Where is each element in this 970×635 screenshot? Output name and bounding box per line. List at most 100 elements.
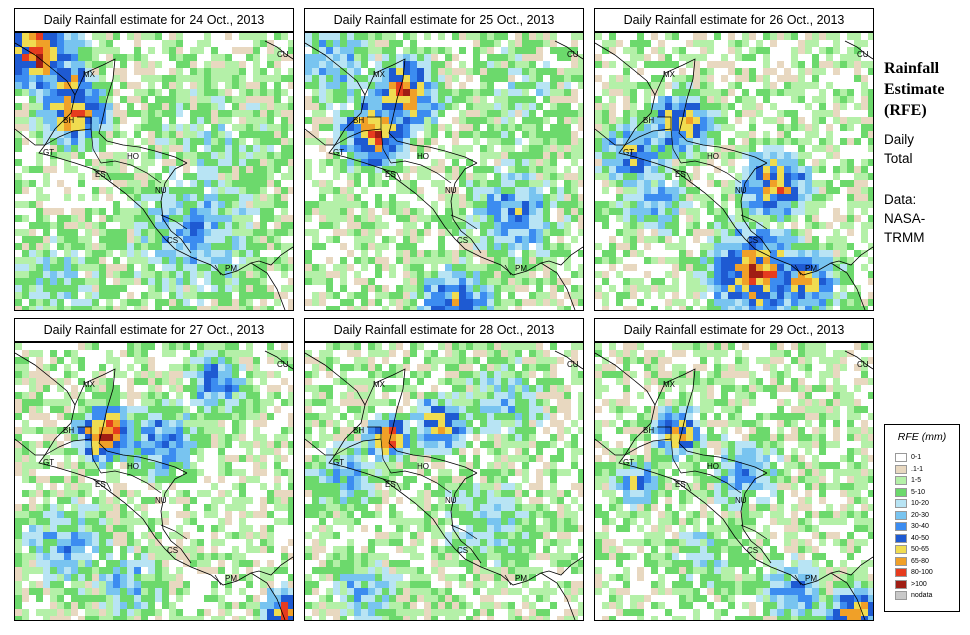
legend-swatch: [895, 522, 907, 531]
legend-swatch: [895, 510, 907, 520]
coastline: [595, 352, 866, 620]
country-border: [450, 524, 478, 540]
country-label-pm: PM: [805, 574, 817, 583]
rainfall-map: CU MX BH GT HO ES NU CS PM: [14, 342, 294, 621]
country-label-bh: BH: [63, 116, 74, 125]
country-border: [380, 438, 392, 474]
country-label-bh: BH: [643, 426, 654, 435]
coastline: [554, 350, 583, 370]
rainfall-cells: [305, 343, 583, 620]
rfe-legend: RFE (mm) 0-1 .1-1 1-5 5-10 10-20 20-30 30-40 40…: [884, 424, 960, 612]
panel-title-prefix: Daily Rainfall estimate for: [43, 13, 186, 27]
country-label-cu: CU: [277, 50, 289, 59]
period-line-2: Total: [884, 151, 913, 166]
coastline: [654, 58, 768, 164]
rainfall-panel: Daily Rainfall estimate for 29 Oct., 2013…: [594, 318, 874, 621]
panel-title-prefix: Daily Rainfall estimate for: [623, 323, 766, 337]
country-label-mx: MX: [373, 380, 386, 389]
source-line-1: Data:: [884, 192, 917, 207]
country-border: [794, 264, 802, 276]
legend-item: 30-40: [895, 522, 929, 531]
rainfall-map: CU MX BH GT HO ES NU CS PM: [304, 32, 584, 311]
country-border: [214, 264, 222, 276]
legend-item: 20-30: [895, 510, 929, 520]
rainfall-map: CU MX BH GT HO ES NU CS PM: [304, 342, 584, 621]
legend-label: 80-100: [911, 569, 933, 576]
rainfall-map: CU MX BH GT HO ES NU CS PM: [14, 32, 294, 311]
title-line-3: (RFE): [884, 102, 927, 119]
country-border: [624, 426, 672, 456]
country-label-mx: MX: [663, 70, 676, 79]
legend-label: .1-1: [911, 465, 924, 473]
country-border: [380, 128, 392, 164]
rainfall-cells: [15, 33, 293, 310]
country-label-cu: CU: [857, 50, 869, 59]
country-label-pm: PM: [515, 574, 527, 583]
country-label-gt: GT: [43, 148, 54, 157]
panel-title: Daily Rainfall estimate for 27 Oct., 2013: [14, 318, 294, 342]
coastline: [74, 368, 188, 474]
country-border: [670, 438, 682, 474]
country-label-es: ES: [675, 170, 686, 179]
country-label-nu: NU: [155, 496, 167, 505]
coastline: [595, 42, 866, 310]
panel-title-prefix: Daily Rainfall estimate for: [623, 13, 766, 27]
country-label-cu: CU: [567, 360, 579, 369]
legend-swatch: [895, 556, 907, 566]
period-line-1: Daily: [884, 132, 915, 147]
country-border: [214, 574, 222, 586]
coastline: [264, 40, 293, 60]
rainfall-panel: Daily Rainfall estimate for 26 Oct., 2013…: [594, 8, 874, 311]
country-label-pm: PM: [515, 264, 527, 273]
country-label-cs: CS: [457, 236, 468, 245]
panel-date: 24 Oct., 2013: [189, 13, 265, 27]
legend-item: 0-1: [895, 453, 921, 462]
country-label-nu: NU: [735, 496, 747, 505]
country-border: [100, 470, 162, 494]
legend-label: 30-40: [911, 523, 929, 530]
country-label-mx: MX: [663, 380, 676, 389]
country-border: [504, 574, 512, 586]
country-label-cs: CS: [747, 236, 758, 245]
panel-title: Daily Rainfall estimate for 28 Oct., 2013: [304, 318, 584, 342]
country-border: [794, 574, 802, 586]
title-line-1: Rainfall: [884, 60, 940, 77]
rfe-title: Rainfall Estimate (RFE): [884, 58, 970, 121]
coastline: [595, 128, 625, 146]
country-label-es: ES: [675, 480, 686, 489]
coastline: [740, 162, 772, 254]
country-label-mx: MX: [83, 380, 96, 389]
rainfall-panel: Daily Rainfall estimate for 28 Oct., 2013…: [304, 318, 584, 621]
country-label-pm: PM: [805, 264, 817, 273]
country-label-ho: HO: [127, 462, 139, 471]
country-border: [90, 128, 102, 164]
country-label-cu: CU: [857, 360, 869, 369]
legend-item: 10-20: [895, 499, 929, 508]
country-label-gt: GT: [623, 458, 634, 467]
country-border: [680, 160, 742, 184]
panel-title: Daily Rainfall estimate for 26 Oct., 2013: [594, 8, 874, 32]
country-border: [44, 426, 92, 456]
rainfall-panel: Daily Rainfall estimate for 27 Oct., 2013…: [14, 318, 294, 621]
legend-swatch: [895, 453, 907, 462]
legend-item: 1-5: [895, 476, 921, 485]
country-label-bh: BH: [353, 116, 364, 125]
country-label-pm: PM: [225, 574, 237, 583]
rainfall-grid: CU MX BH GT HO ES NU CS PM: [595, 343, 873, 620]
rainfall-cells: [595, 33, 873, 310]
coastline: [15, 128, 45, 146]
coastline: [654, 368, 768, 474]
coastline: [15, 352, 286, 620]
country-label-nu: NU: [445, 186, 457, 195]
panel-date: 26 Oct., 2013: [769, 13, 845, 27]
country-label-ho: HO: [127, 152, 139, 161]
panel-date: 25 Oct., 2013: [479, 13, 555, 27]
coastline: [250, 556, 293, 576]
country-label-es: ES: [95, 480, 106, 489]
legend-label: 0-1: [911, 454, 922, 461]
legend-swatch: [895, 533, 907, 543]
coastline: [540, 246, 583, 266]
coastline: [554, 40, 583, 60]
legend-swatch: [895, 579, 907, 589]
coastline: [830, 246, 873, 266]
